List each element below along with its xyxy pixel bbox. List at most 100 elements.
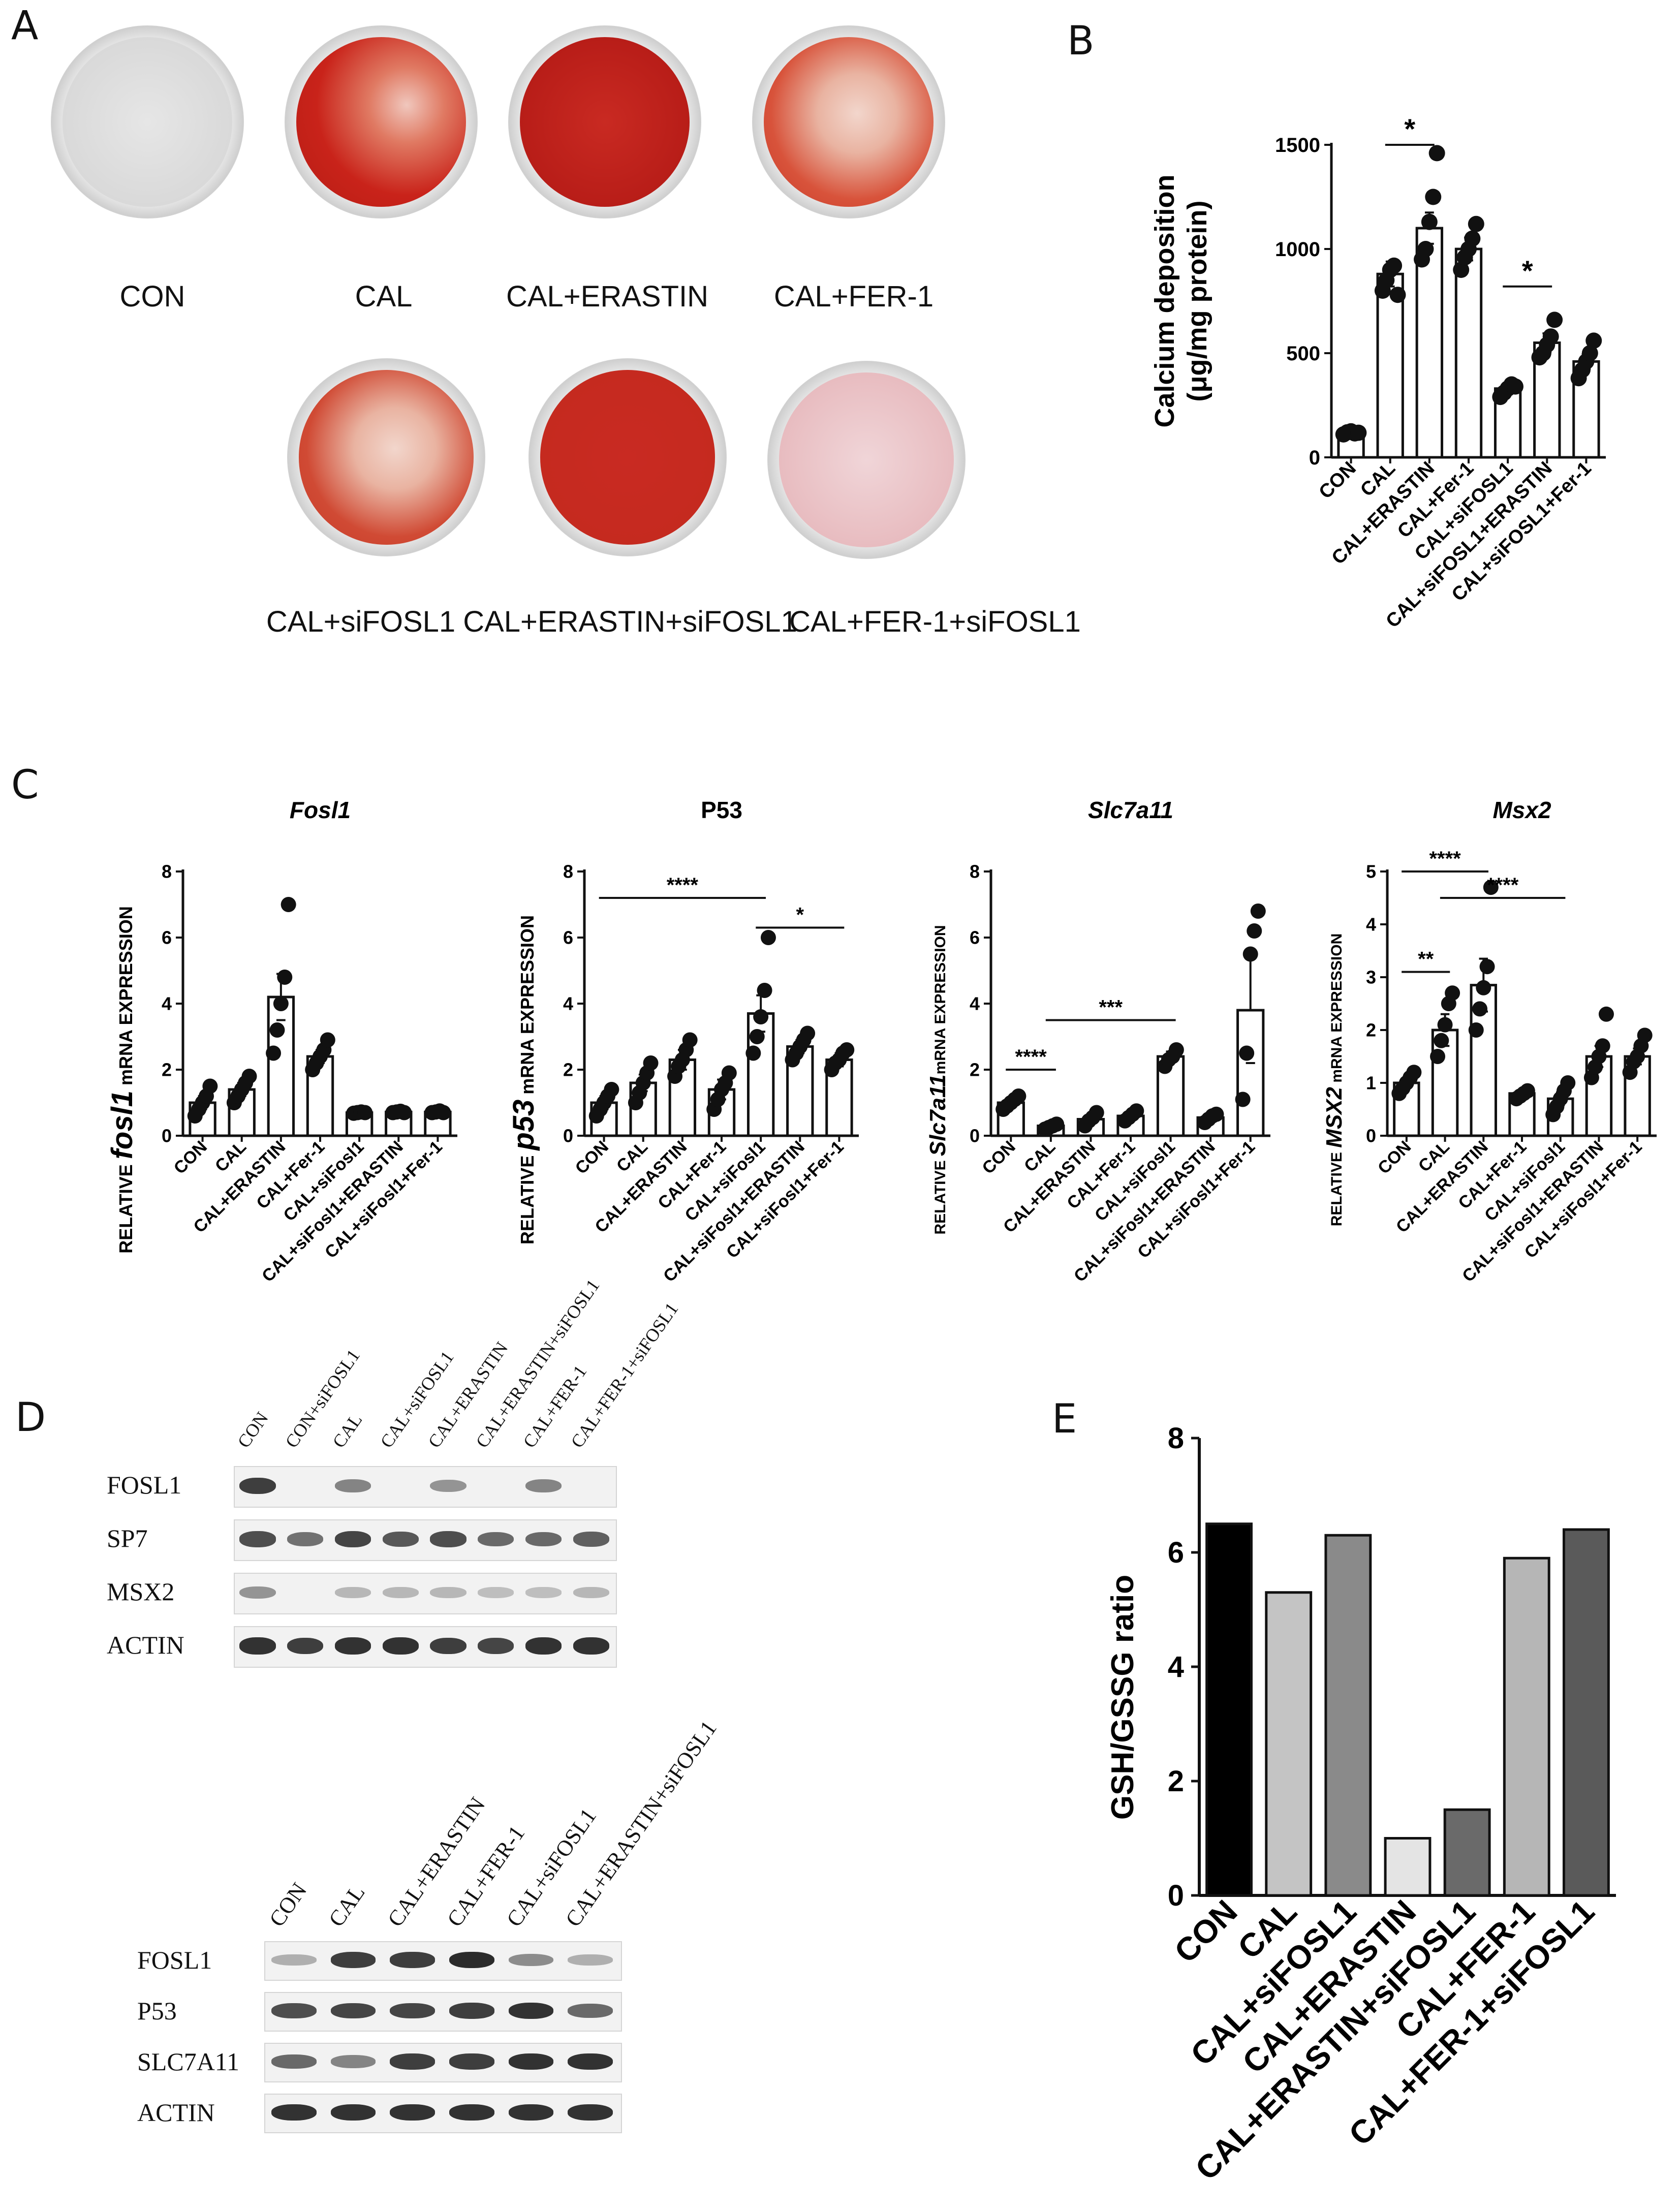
data-point: [1560, 1075, 1576, 1091]
bar: [1563, 1528, 1610, 1897]
blot-band: [330, 2104, 376, 2121]
data-point: [1468, 215, 1484, 232]
data-point: [1235, 1092, 1251, 1107]
y-axis-label-gene: p53: [507, 1100, 540, 1151]
significance-stars: ****: [667, 874, 699, 896]
data-point: [277, 970, 293, 985]
blot-band: [449, 2053, 494, 2070]
dish-well: [62, 37, 233, 207]
data-point: [1417, 241, 1434, 257]
y-axis-label-part: RELATIVE: [1328, 1148, 1345, 1226]
data-point: [682, 1032, 698, 1048]
data-point: [721, 1065, 737, 1081]
blot-band: [334, 1479, 371, 1493]
blot-band: [330, 2003, 376, 2019]
bar: [1265, 1591, 1313, 1897]
panel-label-d: D: [15, 1395, 46, 1441]
chart-title: Slc7a11: [1088, 797, 1173, 823]
blot-band: [430, 1587, 466, 1598]
chart-e-gsh-gssg: 02468CONCALCAL+siFOSL1CAL+ERASTINCAL+ERA…: [1105, 1422, 1616, 2187]
data-point: [1386, 257, 1403, 274]
bar: [1236, 1009, 1265, 1137]
y-axis-label: GSH/GSSG ratio: [1105, 1575, 1140, 1820]
y-tick-label: 0: [1366, 1126, 1376, 1146]
blot-band: [568, 2104, 613, 2121]
y-axis-label: (μg/mg protein): [1182, 201, 1212, 402]
data-point: [1542, 328, 1559, 345]
blot-band: [430, 1637, 466, 1655]
blot-band: [508, 2104, 554, 2121]
chart-title: Msx2: [1492, 797, 1551, 823]
y-axis-label-gene: Slc7a11: [925, 1074, 950, 1156]
data-point: [604, 1082, 619, 1097]
panel-label-b: B: [1067, 18, 1095, 64]
blot-band: [390, 2003, 435, 2019]
data-point: [1546, 311, 1563, 328]
data-point: [1598, 1006, 1614, 1022]
x-tick-label: CON: [1374, 1137, 1415, 1178]
blot-band: [449, 1951, 494, 1969]
y-axis-label-part: RELATIVE: [115, 1159, 136, 1253]
blot-strip: [264, 1941, 622, 1981]
bar: [1503, 1556, 1550, 1897]
dish-label: CAL+FER-1+siFOSL1: [789, 605, 1081, 638]
blot-band: [271, 2003, 317, 2018]
blot-band: [568, 1954, 613, 1966]
significance-stars: ****: [1429, 848, 1461, 870]
data-point: [396, 1105, 412, 1120]
dish-label: CON: [119, 280, 185, 313]
y-tick-label: 8: [563, 861, 573, 882]
blot-band: [508, 2053, 554, 2070]
panel-label-e: E: [1052, 1396, 1077, 1442]
y-axis-label-part: mRNA EXPRESSION: [517, 915, 538, 1100]
data-point: [1088, 1105, 1104, 1120]
data-point: [1468, 1022, 1484, 1038]
y-tick-label: 4: [162, 993, 172, 1014]
y-axis-label: RELATIVE Slc7a11mRNA EXPRESSION: [925, 925, 950, 1234]
data-point: [800, 1025, 816, 1041]
data-point: [1437, 1017, 1453, 1033]
blot-band: [239, 1531, 276, 1547]
blot-band: [568, 2004, 613, 2018]
blot-band: [478, 1638, 514, 1654]
blot-band: [430, 1531, 466, 1547]
blot-strip: [234, 1573, 617, 1614]
data-point: [1507, 378, 1523, 395]
data-point: [1250, 904, 1266, 919]
data-point: [241, 1069, 257, 1084]
y-tick-label: 8: [1168, 1422, 1184, 1455]
data-point: [1350, 424, 1367, 441]
dish-con: [51, 25, 244, 219]
data-point: [1247, 923, 1262, 939]
significance-stars: ****: [1487, 874, 1519, 896]
y-tick-label: 0: [563, 1126, 573, 1146]
data-point: [1585, 332, 1602, 349]
blot-protein-label: SLC7A11: [137, 2047, 239, 2076]
y-tick-label: 2: [1366, 1020, 1376, 1041]
blot-band: [334, 1531, 371, 1547]
data-point: [760, 930, 776, 945]
data-point: [1453, 262, 1470, 278]
dish-well: [299, 370, 474, 545]
data-point: [839, 1042, 855, 1057]
y-axis-label-part: mRNA EXPRESSION: [932, 925, 949, 1074]
blot-protein-label: ACTIN: [137, 2098, 215, 2127]
data-point: [749, 1029, 765, 1044]
dish-cal-fer1: [752, 25, 945, 219]
data-point: [1129, 1103, 1144, 1119]
blot-protein-label: SP7: [107, 1524, 148, 1552]
dish-label: CAL+FER-1: [773, 280, 934, 313]
y-axis-label-part: mRNA EXPRESSION: [115, 906, 136, 1091]
blot-band: [568, 2053, 613, 2070]
dish-label: CAL: [355, 280, 413, 313]
data-point: [266, 1045, 282, 1061]
y-axis-label-part: RELATIVE: [932, 1156, 949, 1234]
bar: [1454, 247, 1483, 459]
y-tick-label: 6: [563, 927, 573, 948]
dish-well: [779, 372, 954, 547]
data-point: [273, 996, 289, 1011]
blot-band: [390, 2053, 435, 2070]
